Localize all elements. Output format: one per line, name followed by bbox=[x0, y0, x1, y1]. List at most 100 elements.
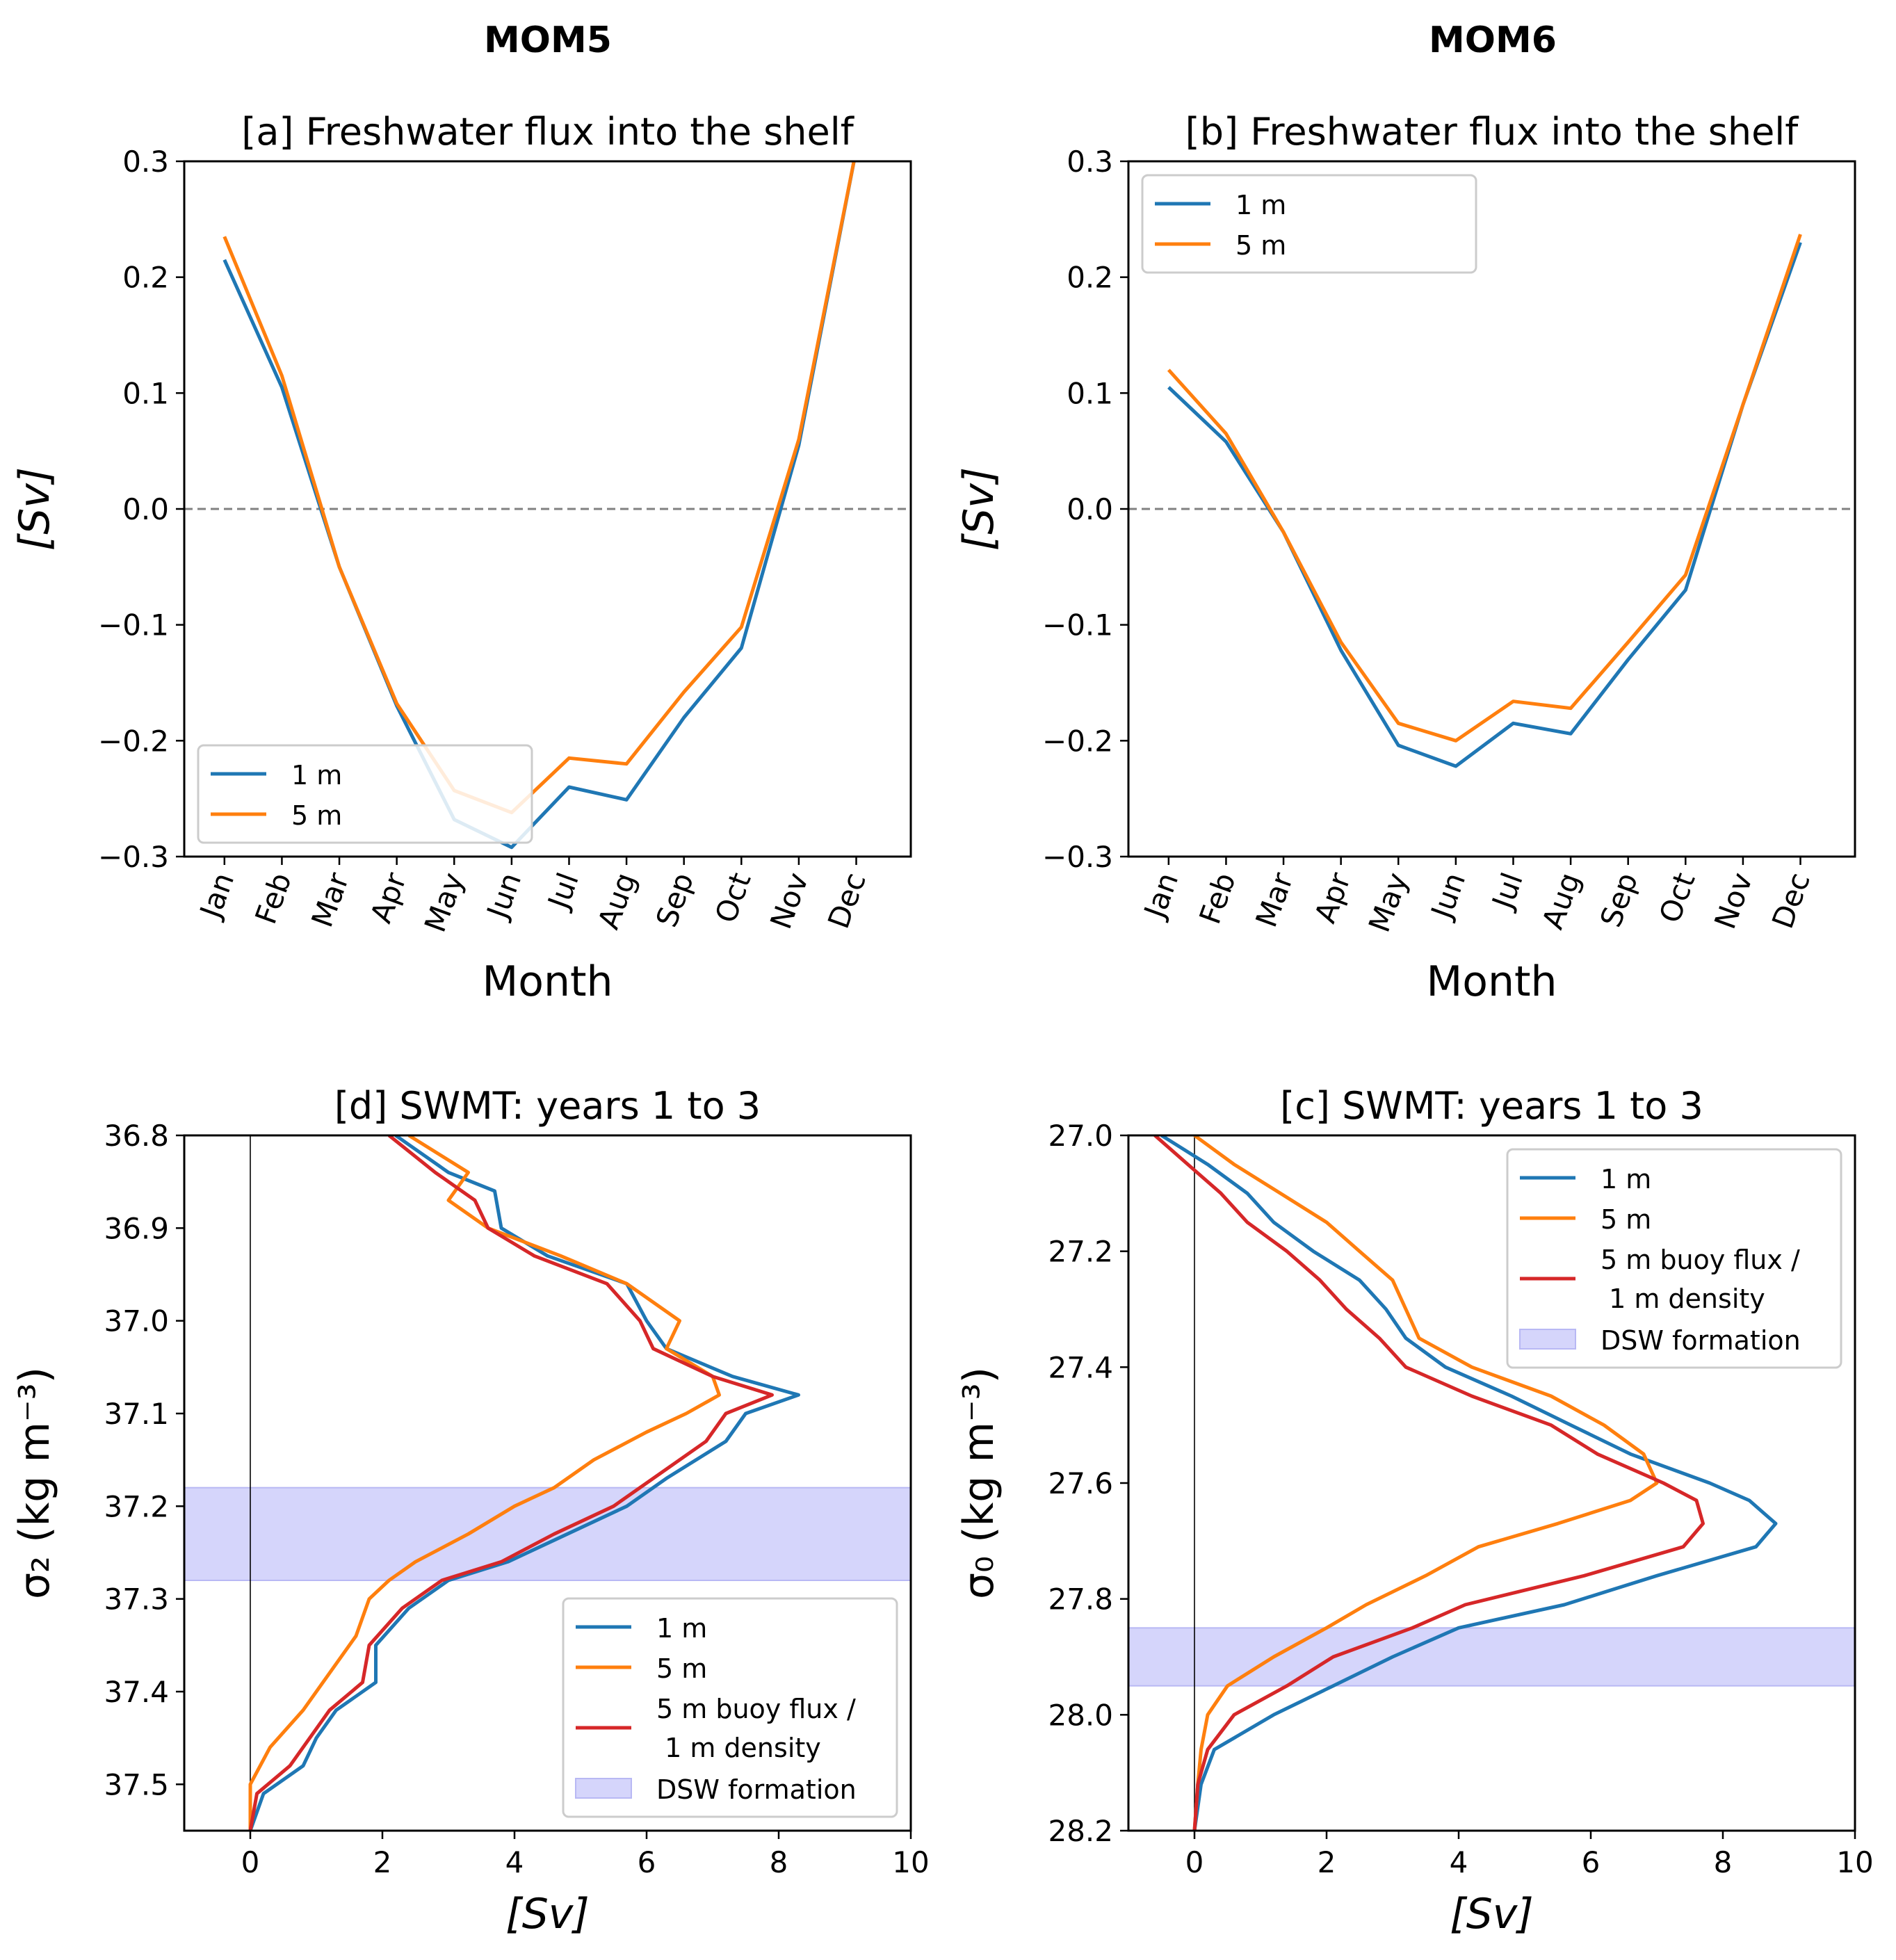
legend-frame bbox=[197, 744, 533, 844]
x-tick-label: 10 bbox=[892, 1845, 929, 1879]
legend-label-line: 5 m buoy flux / bbox=[656, 1694, 856, 1724]
y-tick-label: 37.3 bbox=[104, 1582, 169, 1617]
x-tick-label: Oct bbox=[1653, 868, 1702, 928]
legend-label: 5 m buoy flux / 1 m density bbox=[656, 1694, 856, 1763]
x-tick-label: 2 bbox=[373, 1845, 392, 1879]
legend-label-line: 1 m bbox=[656, 1613, 707, 1644]
legend: 1 m 5 m 5 m buoy flux / 1 m density DSW for… bbox=[562, 1597, 898, 1818]
axes-frame bbox=[183, 1134, 912, 1832]
y-tick-label: 0.1 bbox=[122, 376, 169, 410]
x-axis-label: Month bbox=[1426, 957, 1557, 1006]
x-tick-label: Jun bbox=[1424, 868, 1473, 925]
y-tick-label: 27.4 bbox=[1048, 1350, 1113, 1384]
legend-label-line: 1 m bbox=[1601, 1164, 1651, 1194]
legend-label: DSW formation bbox=[656, 1774, 857, 1805]
series-line-0 bbox=[1167, 241, 1802, 768]
chart-title: [c] SWMT: years 1 to 3 bbox=[1280, 1084, 1703, 1128]
x-tick-label: Dec bbox=[821, 868, 873, 933]
y-tick-label: 27.6 bbox=[1048, 1466, 1113, 1500]
legend-label: 1 m bbox=[1601, 1164, 1651, 1194]
x-tick-label: 0 bbox=[1185, 1845, 1204, 1879]
x-tick-label: Sep bbox=[649, 868, 700, 932]
y-tick-label: −0.2 bbox=[1042, 724, 1113, 758]
y-axis-label: σ₂ (kg m⁻³) bbox=[10, 1367, 59, 1599]
chart-panel-1: Jan Feb Mar Apr May Jun Jul Aug Sep Oct Nov Dec 0.3 0… bbox=[955, 110, 1856, 1006]
y-tick-label: 0.0 bbox=[1067, 492, 1113, 526]
x-tick-label: 0 bbox=[241, 1845, 260, 1879]
plot-area bbox=[184, 1135, 911, 1831]
dsw-formation-band bbox=[1128, 1627, 1855, 1687]
x-tick-label: Feb bbox=[1192, 868, 1242, 929]
legend: 1 m5 m bbox=[197, 744, 533, 844]
legend-label: 1 m bbox=[291, 760, 342, 791]
x-axis-label: [Sv] bbox=[1450, 1890, 1533, 1938]
series-line-1 bbox=[1192, 1135, 1659, 1831]
y-tick-label: 36.8 bbox=[104, 1119, 169, 1153]
series-line-1 bbox=[1167, 234, 1802, 743]
x-tick-label: Jan bbox=[1137, 868, 1185, 924]
x-tick-label: Jun bbox=[480, 868, 528, 925]
y-axis-label: σ₀ (kg m⁻³) bbox=[955, 1367, 1003, 1599]
chart-panel-0: Jan Feb Mar Apr May Jun Jul Aug Sep Oct Nov Dec 0.3 0… bbox=[10, 110, 912, 1006]
legend-frame bbox=[1506, 1148, 1842, 1369]
legend-label-line: 1 m bbox=[291, 760, 342, 791]
x-tick-label: 2 bbox=[1318, 1845, 1336, 1879]
y-tick-label: 28.2 bbox=[1048, 1814, 1113, 1848]
x-tick-label: Jul bbox=[540, 868, 585, 915]
x-tick-label: Oct bbox=[708, 868, 758, 928]
dsw-formation-band bbox=[184, 1487, 911, 1582]
x-tick-label: Apr bbox=[364, 868, 413, 928]
x-tick-label: Jul bbox=[1484, 868, 1529, 915]
legend-label: 1 m bbox=[1235, 190, 1286, 220]
y-tick-label: 37.5 bbox=[104, 1767, 169, 1801]
x-tick-label: 8 bbox=[770, 1845, 788, 1879]
y-tick-label: 27.0 bbox=[1048, 1119, 1113, 1153]
y-tick-label: 0.3 bbox=[122, 145, 169, 179]
series-line-2 bbox=[1153, 1135, 1705, 1831]
chart-title: [d] SWMT: years 1 to 3 bbox=[334, 1084, 761, 1128]
legend-swatch-band bbox=[575, 1778, 632, 1799]
y-tick-label: −0.3 bbox=[98, 840, 169, 874]
x-tick-label: 4 bbox=[1450, 1845, 1468, 1879]
series-line-1 bbox=[222, 161, 856, 815]
legend-label-line: 1 m density bbox=[656, 1733, 821, 1763]
legend-label-line: 5 m buoy flux / bbox=[1601, 1245, 1800, 1275]
series-line-1 bbox=[248, 1135, 721, 1831]
x-tick-label: May bbox=[1362, 868, 1415, 937]
legend-label-line: DSW formation bbox=[656, 1774, 857, 1805]
legend-label-line: 5 m bbox=[656, 1653, 707, 1684]
y-tick-label: 37.4 bbox=[104, 1675, 169, 1709]
legend-label: 5 m bbox=[291, 800, 342, 831]
x-axis-label: [Sv] bbox=[505, 1890, 589, 1938]
column-title-mom6: MOM6 bbox=[1429, 19, 1557, 61]
chart-title: [b] Freshwater flux into the shelf bbox=[1185, 110, 1800, 154]
y-tick-label: 37.1 bbox=[104, 1397, 169, 1431]
plot-area bbox=[184, 161, 911, 850]
y-tick-label: 0.2 bbox=[1067, 261, 1113, 295]
y-tick-label: 36.9 bbox=[104, 1211, 169, 1245]
chart-panel-2: 0 2 4 6 8 10 36.8 36.9 37.0 37.1 37.2 37.3 37.4 37.5 [… bbox=[10, 1084, 930, 1938]
legend-frame bbox=[562, 1597, 898, 1818]
legend-label-line: DSW formation bbox=[1601, 1325, 1801, 1356]
x-tick-label: 6 bbox=[638, 1845, 656, 1879]
x-tick-label: 6 bbox=[1582, 1845, 1601, 1879]
legend-label: 5 m bbox=[1601, 1204, 1651, 1235]
x-axis-label: Month bbox=[482, 957, 613, 1006]
legend-label-line: 1 m density bbox=[1601, 1283, 1765, 1314]
chart-panel-3: 0 2 4 6 8 10 27.0 27.2 27.4 27.6 27.8 28.0 28.2 [c] S… bbox=[955, 1084, 1874, 1938]
y-tick-label: −0.1 bbox=[1042, 608, 1113, 642]
chart-title: [a] Freshwater flux into the shelf bbox=[241, 110, 854, 154]
x-tick-label: 10 bbox=[1836, 1845, 1873, 1879]
legend-swatch-band bbox=[1519, 1329, 1576, 1350]
x-tick-label: Aug bbox=[1535, 868, 1587, 934]
y-tick-label: −0.2 bbox=[98, 724, 169, 758]
x-tick-label: Aug bbox=[591, 868, 642, 934]
x-tick-label: Nov bbox=[1708, 868, 1759, 934]
legend-label-line: 1 m bbox=[1235, 190, 1286, 220]
legend-label-line: 5 m bbox=[1601, 1204, 1651, 1235]
series-line-0 bbox=[248, 1135, 800, 1831]
legend-label: 5 m bbox=[1235, 230, 1286, 261]
y-tick-label: 27.2 bbox=[1048, 1235, 1113, 1269]
legend: 1 m 5 m 5 m buoy flux / 1 m density DSW for… bbox=[1506, 1148, 1842, 1369]
